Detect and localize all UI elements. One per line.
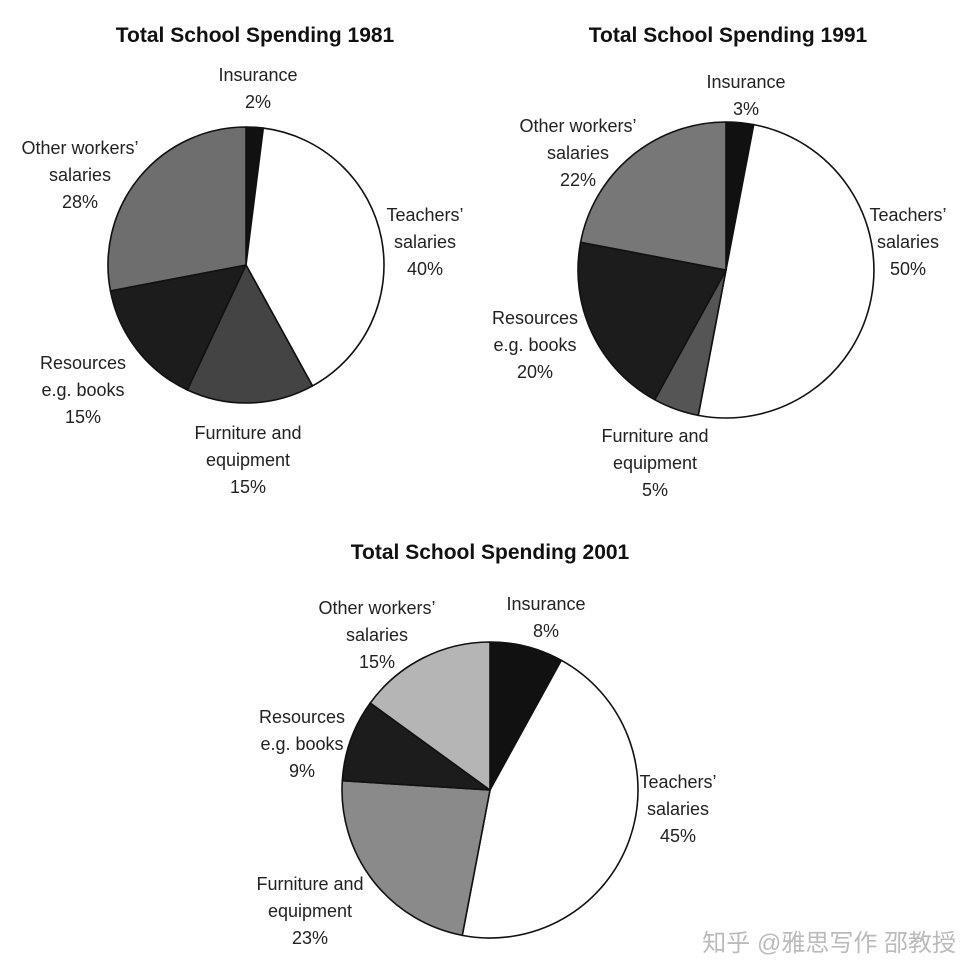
value-label: 15% bbox=[358, 652, 396, 672]
slice-label: Furniture and equipment 23% bbox=[240, 871, 380, 952]
category-label: Furniture and equipment bbox=[256, 874, 364, 921]
value-label: 22% bbox=[559, 170, 597, 190]
pie-slice bbox=[107, 126, 247, 292]
pie-slice bbox=[341, 779, 491, 937]
value-label: 40% bbox=[406, 259, 444, 279]
slice-label: Resources e.g. books 15% bbox=[28, 350, 138, 431]
slice-label: Resources e.g. books 9% bbox=[247, 704, 357, 785]
pie-slice bbox=[697, 123, 875, 419]
value-label: 2% bbox=[244, 92, 271, 112]
pie-slice bbox=[369, 641, 491, 791]
slice-label: Other workers’ salaries 15% bbox=[302, 595, 452, 676]
category-label: Resources e.g. books bbox=[491, 308, 579, 355]
value-label: 15% bbox=[64, 407, 102, 427]
pie-slice bbox=[577, 241, 727, 401]
slice-label: Furniture and equipment 5% bbox=[585, 423, 725, 504]
slice-label: Other workers’ salaries 28% bbox=[5, 135, 155, 216]
slice-label: Insurance 8% bbox=[481, 591, 611, 645]
value-label: 9% bbox=[288, 761, 315, 781]
category-label: Insurance bbox=[706, 72, 786, 92]
category-label: Other workers’ salaries bbox=[519, 116, 637, 163]
value-label: 28% bbox=[61, 192, 99, 212]
value-label: 50% bbox=[889, 259, 927, 279]
category-label: Insurance bbox=[506, 594, 586, 614]
category-label: Insurance bbox=[218, 65, 298, 85]
pie-slice bbox=[186, 264, 314, 404]
value-label: 23% bbox=[291, 928, 329, 948]
slice-label: Teachers’ salaries 40% bbox=[375, 202, 475, 283]
pie-slice bbox=[341, 702, 491, 791]
category-label: Teachers’ salaries bbox=[639, 772, 717, 819]
pie-slice bbox=[109, 264, 247, 391]
value-label: 5% bbox=[641, 480, 668, 500]
value-label: 3% bbox=[732, 99, 759, 119]
category-label: Teachers’ salaries bbox=[869, 205, 947, 252]
category-label: Teachers’ salaries bbox=[386, 205, 464, 252]
category-label: Other workers’ salaries bbox=[318, 598, 436, 645]
pie-slice bbox=[579, 121, 727, 271]
watermark: 知乎 @雅思写作 邵教授 bbox=[702, 930, 956, 957]
category-label: Resources e.g. books bbox=[258, 707, 346, 754]
pie-slice bbox=[245, 127, 385, 387]
chart-title: Total School Spending 2001 bbox=[350, 541, 630, 564]
slice-label: Teachers’ salaries 45% bbox=[628, 769, 728, 850]
value-label: 45% bbox=[659, 826, 697, 846]
category-label: Other workers’ salaries bbox=[21, 138, 139, 185]
chart-title: Total School Spending 1991 bbox=[588, 24, 868, 47]
value-label: 20% bbox=[516, 362, 554, 382]
value-label: 8% bbox=[532, 621, 559, 641]
slice-label: Insurance 3% bbox=[681, 69, 811, 123]
category-label: Furniture and equipment bbox=[601, 426, 709, 473]
pie-slice bbox=[461, 659, 639, 939]
slice-label: Other workers’ salaries 22% bbox=[503, 113, 653, 194]
slice-label: Teachers’ salaries 50% bbox=[858, 202, 958, 283]
slice-label: Resources e.g. books 20% bbox=[480, 305, 590, 386]
category-label: Furniture and equipment bbox=[194, 423, 302, 470]
slice-label: Insurance 2% bbox=[193, 62, 323, 116]
slice-label: Furniture and equipment 15% bbox=[178, 420, 318, 501]
value-label: 15% bbox=[229, 477, 267, 497]
chart-title: Total School Spending 1981 bbox=[115, 24, 395, 47]
category-label: Resources e.g. books bbox=[39, 353, 127, 400]
